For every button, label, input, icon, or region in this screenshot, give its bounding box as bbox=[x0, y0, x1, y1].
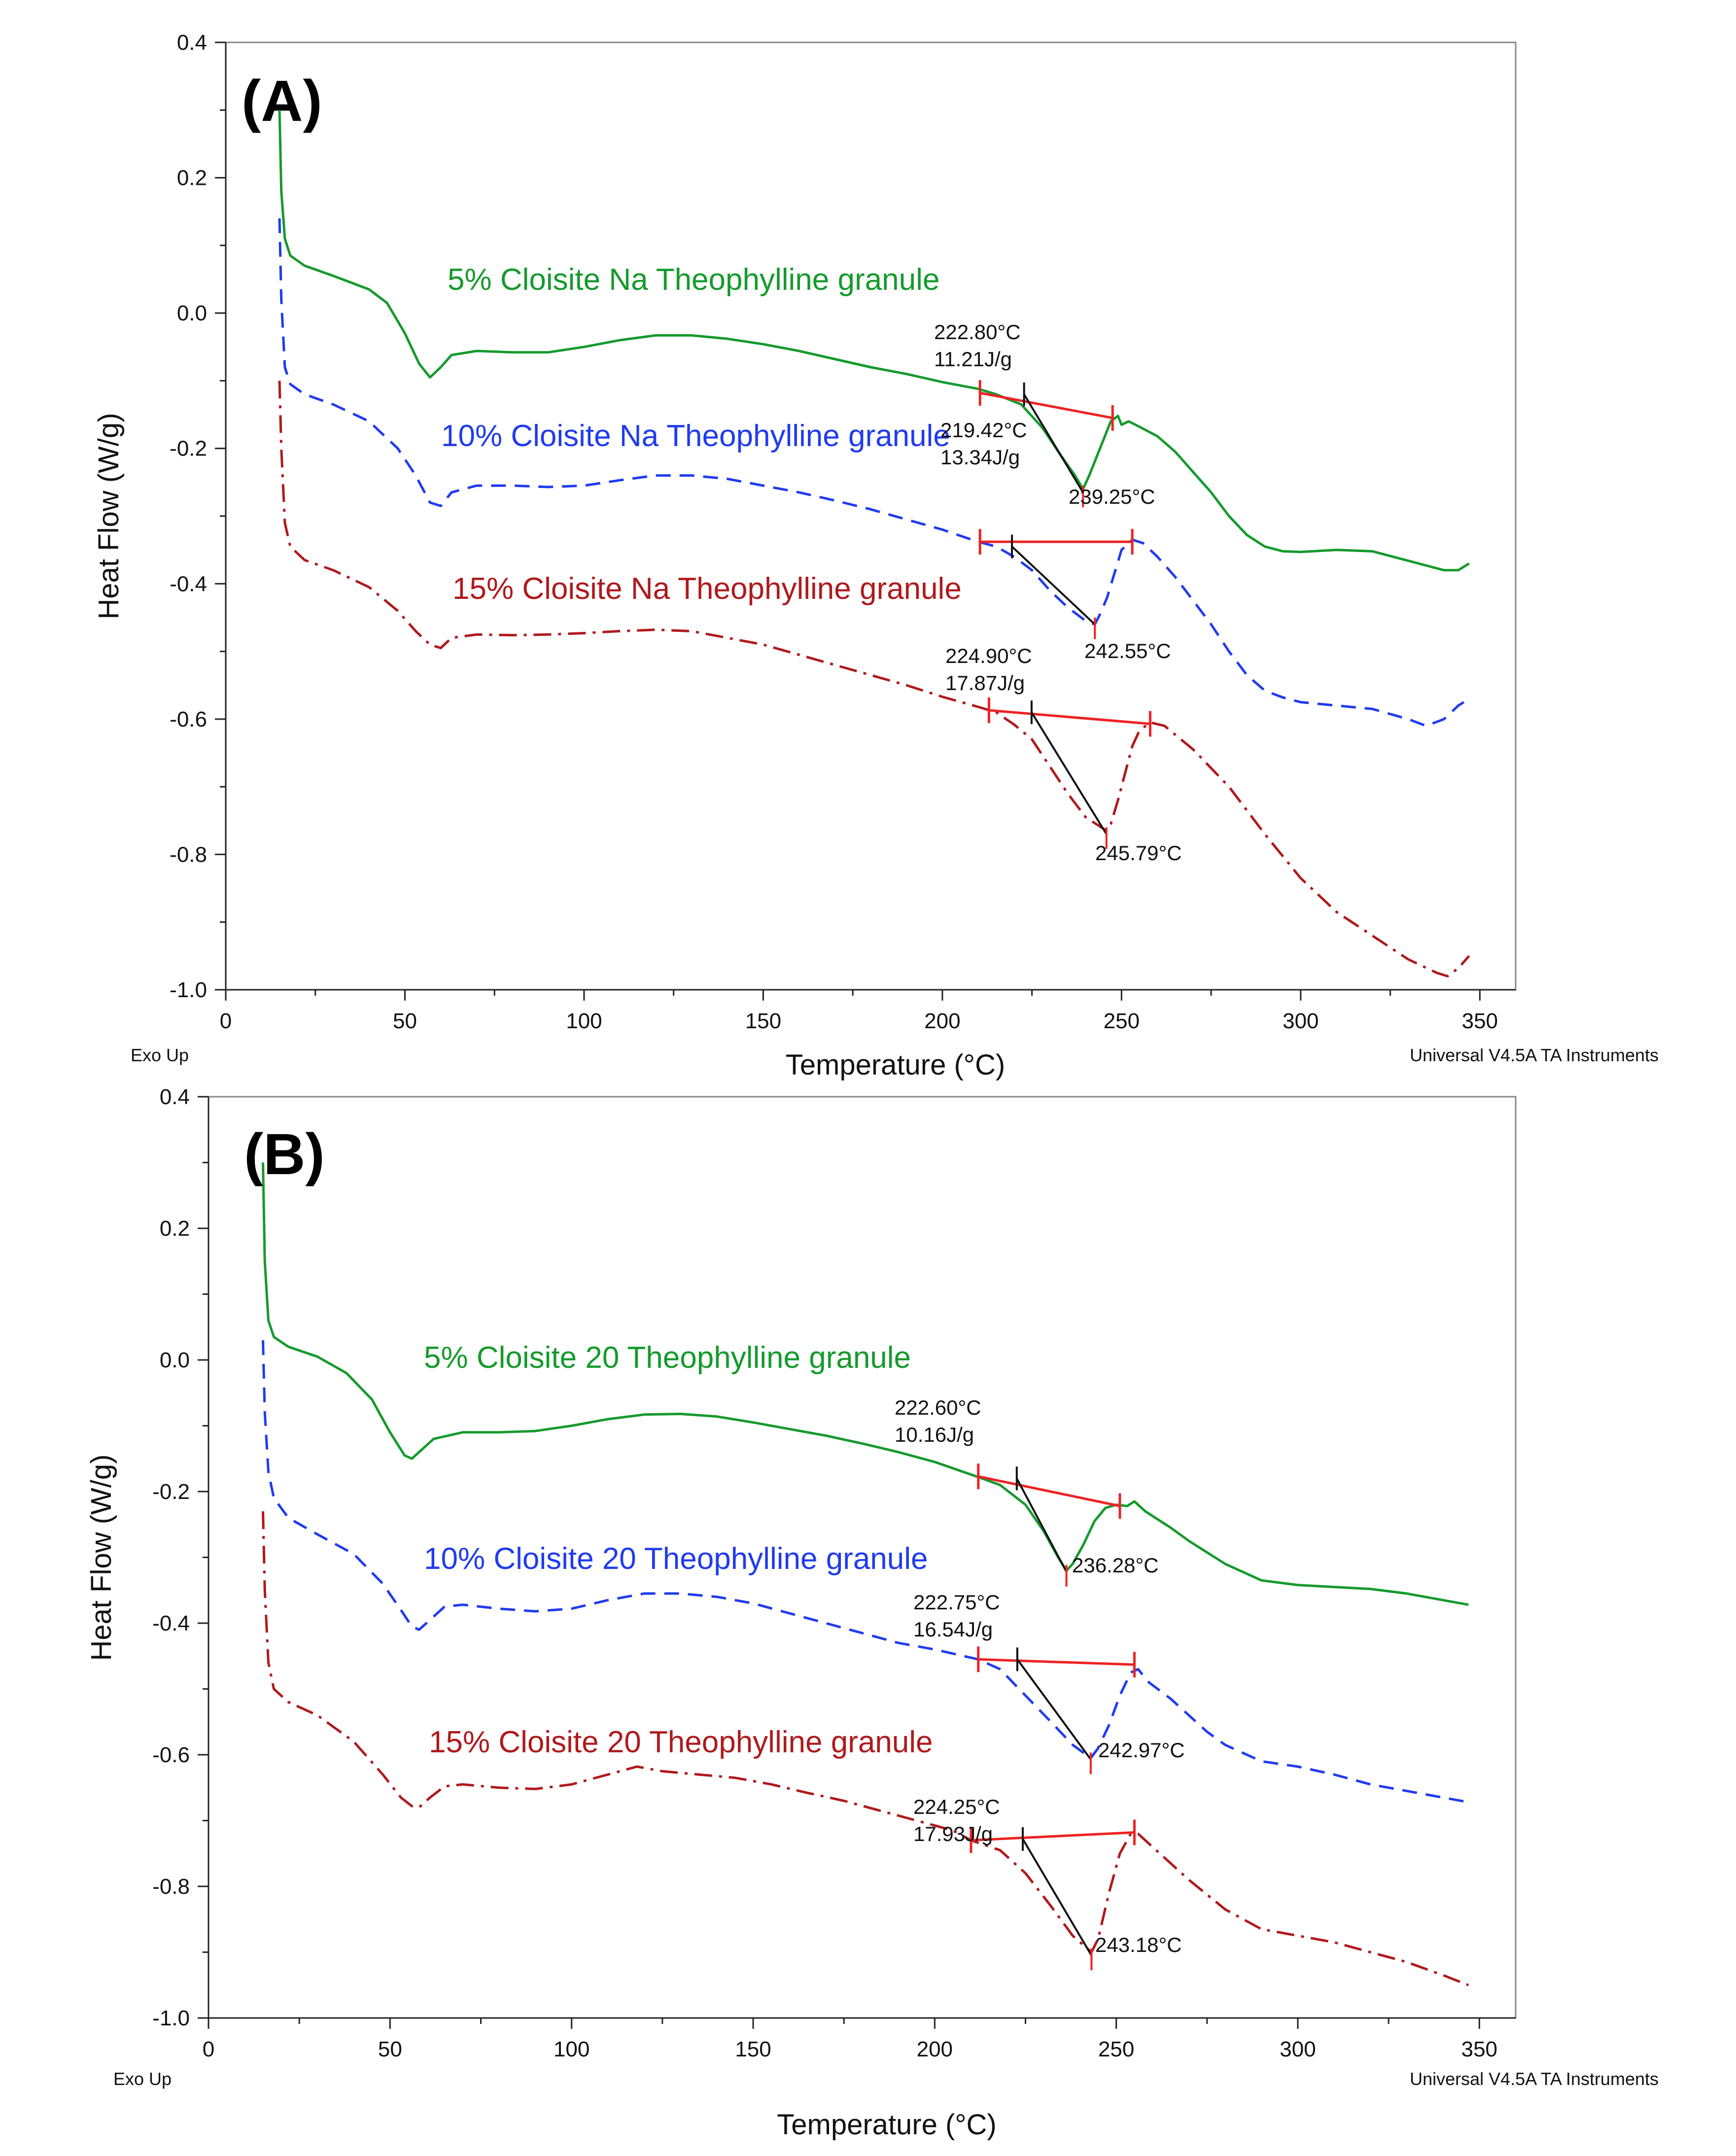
onset-temperature-label: 224.90°C bbox=[945, 644, 1032, 667]
y-tick-label: -0.4 bbox=[170, 572, 207, 596]
enthalpy-label: 16.54J/g bbox=[913, 1618, 993, 1641]
y-tick-label: -0.2 bbox=[170, 437, 207, 461]
y-tick-label: -1.0 bbox=[152, 2006, 190, 2030]
x-tick-label: 150 bbox=[745, 1009, 781, 1033]
enthalpy-label: 13.34J/g bbox=[940, 446, 1020, 469]
peak-temperature-label: 242.97°C bbox=[1098, 1739, 1185, 1762]
x-axis-label: Temperature (°C) bbox=[777, 2109, 996, 2141]
y-tick-label: 0.2 bbox=[177, 166, 207, 190]
onset-tangent-line bbox=[1016, 1659, 1092, 1760]
onset-temperature-label: 219.42°C bbox=[940, 418, 1027, 442]
peak-temperature-label: 245.79°C bbox=[1095, 841, 1182, 865]
x-tick-label: 50 bbox=[378, 2037, 402, 2061]
peak-temperature-label: 236.28°C bbox=[1072, 1554, 1159, 1577]
panel-label: (A) bbox=[242, 69, 322, 134]
y-axis-label: Heat Flow (W/g) bbox=[93, 413, 125, 620]
panel-label: (B) bbox=[244, 1122, 325, 1187]
chart-panel-b: 0 50 100 150 200 250 300 350 0.4 0.2 0.0 -0.2 -0.4 -0… bbox=[85, 1085, 1659, 2141]
onset-temperature-label: 222.60°C bbox=[895, 1396, 981, 1419]
peak-temperature-label: 242.55°C bbox=[1084, 639, 1171, 662]
y-tick-label: -0.8 bbox=[170, 842, 207, 867]
y-axis-label: Heat Flow (W/g) bbox=[85, 1455, 117, 1661]
x-tick-label: 250 bbox=[1104, 1009, 1140, 1033]
x-tick-label: 0 bbox=[220, 1009, 232, 1033]
exo-up-label: Exo Up bbox=[113, 2069, 172, 2089]
series-label: 5% Cloisite Na Theophylline granule bbox=[448, 263, 939, 297]
enthalpy-label: 17.87J/g bbox=[945, 671, 1025, 695]
series-line bbox=[262, 1340, 1469, 1804]
series-label: 10% Cloisite Na Theophylline granule bbox=[441, 419, 950, 453]
series-label: 15% Cloisite Na Theophylline granule bbox=[452, 572, 962, 606]
series-line bbox=[262, 1162, 1469, 1606]
x-axis-label: Temperature (°C) bbox=[786, 1049, 1005, 1081]
x-tick-label: 100 bbox=[554, 2037, 590, 2061]
x-tick-label: 200 bbox=[924, 1009, 960, 1033]
y-tick-label: 0.0 bbox=[177, 301, 207, 325]
x-tick-label: 300 bbox=[1280, 2037, 1316, 2061]
x-tick-label: 300 bbox=[1283, 1009, 1319, 1033]
x-tick-label: 350 bbox=[1461, 2037, 1497, 2061]
enthalpy-label: 17.93J/g bbox=[913, 1822, 993, 1845]
chart-panel-a: 0 50 100 150 200 250 300 350 0.4 0.2 0.0 -0.2 -0.4 -0… bbox=[93, 31, 1659, 1081]
x-tick-label: 100 bbox=[566, 1009, 602, 1033]
y-tick-label: -0.6 bbox=[152, 1743, 190, 1767]
instrument-label: Universal V4.5A TA Instruments bbox=[1410, 2069, 1659, 2089]
y-tick-label: -1.0 bbox=[170, 978, 207, 1002]
series-label: 10% Cloisite 20 Theophylline granule bbox=[424, 1542, 928, 1576]
y-tick-label: 0.2 bbox=[160, 1217, 190, 1241]
series-line bbox=[278, 218, 1470, 728]
x-tick-label: 50 bbox=[393, 1009, 417, 1033]
onset-temperature-label: 222.80°C bbox=[934, 320, 1021, 344]
onset-temperature-label: 222.75°C bbox=[913, 1591, 1000, 1614]
series-line bbox=[262, 1511, 1469, 1986]
enthalpy-label: 10.16J/g bbox=[895, 1423, 974, 1446]
integration-baseline bbox=[989, 709, 1150, 725]
peak-temperature-label: 239.25°C bbox=[1069, 485, 1155, 508]
plot-frame bbox=[225, 41, 1517, 991]
series-label: 15% Cloisite 20 Theophylline granule bbox=[429, 1725, 933, 1759]
y-tick-label: 0.4 bbox=[160, 1085, 190, 1109]
onset-tangent-line bbox=[1016, 1478, 1068, 1572]
y-tick-label: -0.2 bbox=[152, 1480, 190, 1504]
series-line bbox=[278, 381, 1470, 977]
x-tick-label: 0 bbox=[203, 2037, 214, 2061]
series-line bbox=[278, 110, 1470, 572]
onset-tangent-line bbox=[1023, 393, 1084, 493]
integration-baseline bbox=[971, 1831, 1135, 1842]
x-tick-label: 350 bbox=[1462, 1009, 1498, 1033]
onset-tangent-line bbox=[1011, 546, 1096, 626]
y-tick-label: -0.6 bbox=[170, 707, 207, 731]
x-tick-label: 150 bbox=[735, 2037, 771, 2061]
y-tick-label: -0.4 bbox=[152, 1611, 190, 1635]
x-tick-label: 200 bbox=[917, 2037, 953, 2061]
y-tick-label: 0.0 bbox=[160, 1348, 190, 1372]
onset-temperature-label: 224.25°C bbox=[913, 1795, 1000, 1818]
integration-baseline bbox=[979, 391, 1113, 419]
y-tick-label: -0.8 bbox=[152, 1875, 190, 1899]
x-tick-label: 250 bbox=[1098, 2037, 1134, 2061]
instrument-label: Universal V4.5A TA Instruments bbox=[1410, 1045, 1659, 1065]
y-tick-label: 0.4 bbox=[177, 31, 207, 55]
onset-tangent-line bbox=[1022, 1838, 1093, 1956]
integration-baseline bbox=[978, 1658, 1135, 1666]
enthalpy-label: 11.21J/g bbox=[934, 348, 1012, 371]
onset-tangent-line bbox=[1031, 712, 1108, 835]
peak-temperature-label: 243.18°C bbox=[1095, 1933, 1182, 1956]
series-label: 5% Cloisite 20 Theophylline granule bbox=[424, 1341, 911, 1375]
integration-baseline bbox=[978, 1475, 1120, 1507]
exo-up-label: Exo Up bbox=[131, 1045, 189, 1065]
